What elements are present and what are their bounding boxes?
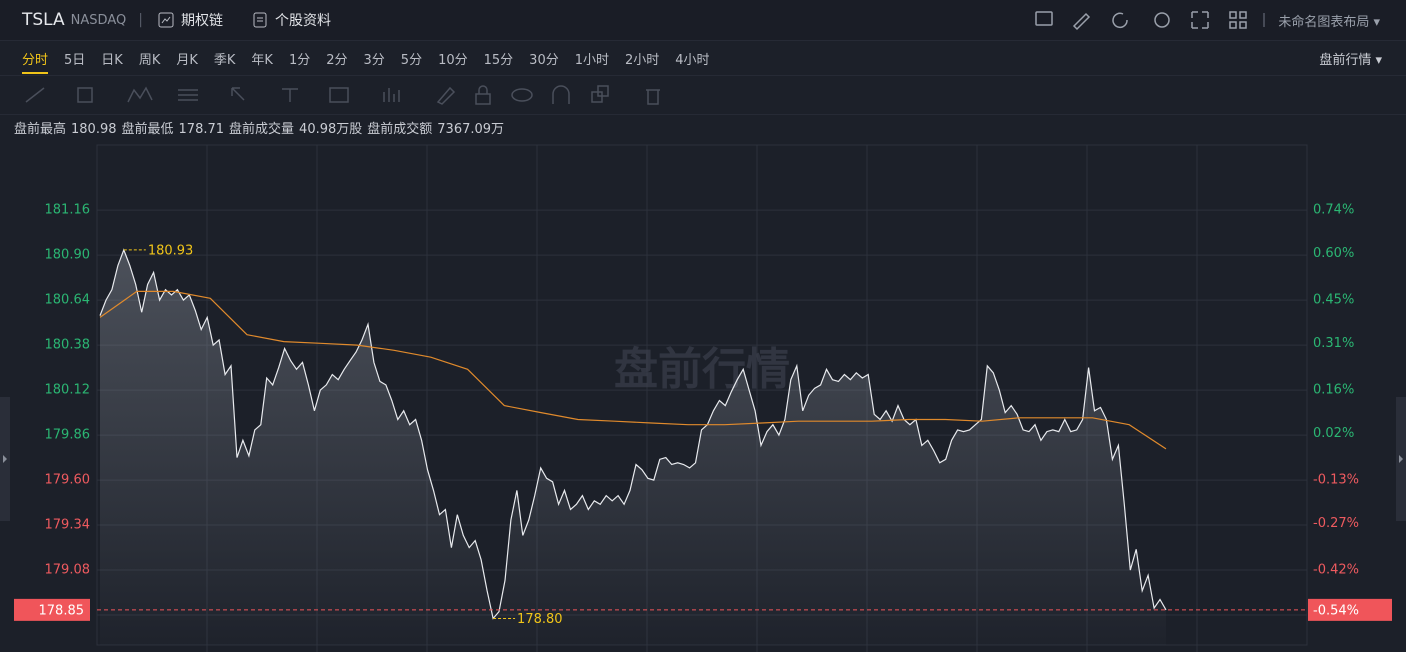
- y-tick-label: 180.64: [45, 293, 91, 308]
- icon[interactable]: [591, 91, 603, 103]
- plot: 180.93 178.80: [97, 243, 1307, 645]
- period-tab[interactable]: 日K: [101, 52, 123, 68]
- stock-profile[interactable]: 个股资料: [274, 13, 331, 29]
- icon[interactable]: [475, 93, 491, 105]
- stat-label: 盘前成交量: [229, 122, 295, 137]
- symbol[interactable]: TSLA: [22, 10, 65, 30]
- left-tab-arrow: [3, 455, 7, 463]
- period-tab[interactable]: 3分: [363, 52, 385, 68]
- period-tab[interactable]: 年K: [251, 52, 273, 68]
- y2-tick-label: 0.02%: [1313, 426, 1354, 441]
- period-tab[interactable]: 季K: [213, 52, 236, 68]
- y2-tick-label: -0.27%: [1313, 516, 1359, 531]
- y2-tick-label: 0.16%: [1313, 382, 1354, 397]
- stat-label: 盘前最低: [121, 122, 174, 137]
- stats-line: 盘前最高 180.98 盘前最低 178.71 盘前成交量 40.98万股 盘前成交额 736…: [14, 118, 509, 137]
- icon[interactable]: [552, 85, 570, 104]
- icon[interactable]: [1229, 11, 1238, 19]
- y2-tick-label: 0.45%: [1313, 292, 1354, 307]
- stat-label: 盘前最高: [14, 122, 67, 137]
- last-price-label: 178.85: [39, 603, 85, 618]
- price-area: [100, 249, 1166, 645]
- layout-name: 未命名图表布局: [1278, 14, 1370, 30]
- stat-value: 180.98: [71, 122, 117, 137]
- right-tab-arrow: [1399, 455, 1403, 463]
- period-tab[interactable]: 月K: [176, 52, 198, 68]
- icon[interactable]: [77, 87, 93, 103]
- stat-value: 7367.09万: [437, 122, 505, 137]
- session-label: 盘前行情: [1319, 52, 1372, 68]
- period-tab[interactable]: 分时: [22, 49, 49, 74]
- toolbar-icons: [1035, 11, 1266, 31]
- icon[interactable]: [646, 89, 660, 105]
- icon[interactable]: [178, 89, 198, 101]
- icon[interactable]: [127, 86, 153, 103]
- icon[interactable]: [1035, 11, 1054, 26]
- divider: |: [138, 12, 143, 28]
- icon: [158, 12, 174, 28]
- period-tab[interactable]: 15分: [483, 52, 514, 68]
- y-tick-label: 179.60: [45, 473, 91, 488]
- y-tick-label: 180.38: [45, 338, 91, 353]
- icon[interactable]: [25, 87, 45, 103]
- icon[interactable]: [329, 87, 349, 103]
- top-bar: TSLA NASDAQ | 期权链 个股资料 未命名图表布局 ▾: [0, 0, 1406, 41]
- y-tick-label: 179.86: [45, 428, 91, 443]
- icon[interactable]: [282, 88, 298, 102]
- period-tab[interactable]: 5日: [64, 52, 86, 68]
- y2-tick-label: -0.42%: [1313, 562, 1359, 577]
- icon[interactable]: [1154, 12, 1171, 28]
- icon[interactable]: [511, 88, 533, 102]
- y-tick-label: 179.08: [45, 563, 91, 578]
- period-tab[interactable]: 1分: [288, 52, 311, 68]
- icon[interactable]: [1112, 12, 1129, 29]
- last-price-box: [14, 598, 90, 621]
- drawing-icons: [25, 85, 660, 105]
- last-change-box: [1308, 598, 1392, 621]
- period-tab[interactable]: 5分: [400, 52, 423, 68]
- drawing-toolbar: [0, 76, 1406, 115]
- period-tab[interactable]: 1小时: [574, 52, 609, 68]
- y-tick-label: 180.90: [45, 248, 91, 263]
- icon: [253, 12, 267, 28]
- y-tick-label: 181.16: [45, 203, 91, 218]
- period-tab[interactable]: 10分: [438, 52, 468, 68]
- stat-value: 178.71: [178, 122, 225, 137]
- options-chain[interactable]: 期权链: [180, 13, 223, 29]
- y2-tick-label: 0.74%: [1313, 202, 1354, 217]
- stat-value: 40.98万股: [299, 122, 363, 137]
- layout-menu[interactable]: 未命名图表布局 ▾: [1278, 14, 1380, 30]
- icon[interactable]: [1073, 12, 1091, 31]
- last-change-label: -0.54%: [1313, 603, 1359, 618]
- period-bar: 分时 5日 日K 周K 月K 季K 年K 1分 2分 3分 5分 10分 15分 30分 1小时 2小时 4小时…: [0, 41, 1406, 76]
- period-tab[interactable]: 周K: [138, 52, 161, 68]
- y-tick-label: 179.34: [45, 518, 91, 533]
- icon[interactable]: [436, 86, 456, 105]
- annotation-label: 178.80: [517, 612, 563, 627]
- stat-label: 盘前成交额: [367, 122, 433, 137]
- period-tab[interactable]: 4小时: [675, 52, 710, 68]
- y2-tick-label: 0.31%: [1313, 336, 1354, 351]
- period-tab[interactable]: 2小时: [625, 52, 660, 68]
- icon[interactable]: [231, 87, 245, 101]
- y-tick-label: 180.12: [45, 383, 91, 398]
- period-tab[interactable]: 2分: [326, 52, 348, 68]
- watermark: 盘前行情: [614, 344, 790, 395]
- y2-tick-label: 0.60%: [1313, 246, 1354, 261]
- average-line: [99, 290, 1167, 450]
- period-tab[interactable]: 30分: [529, 52, 559, 68]
- annotation-label: 180.93: [148, 243, 194, 258]
- icon[interactable]: [383, 88, 400, 102]
- exchange: NASDAQ: [70, 12, 127, 28]
- session-menu[interactable]: 盘前行情 ▾: [1319, 52, 1382, 68]
- icon[interactable]: [1191, 11, 1210, 29]
- y2-tick-label: -0.13%: [1313, 472, 1359, 487]
- price-line: [99, 248, 1167, 620]
